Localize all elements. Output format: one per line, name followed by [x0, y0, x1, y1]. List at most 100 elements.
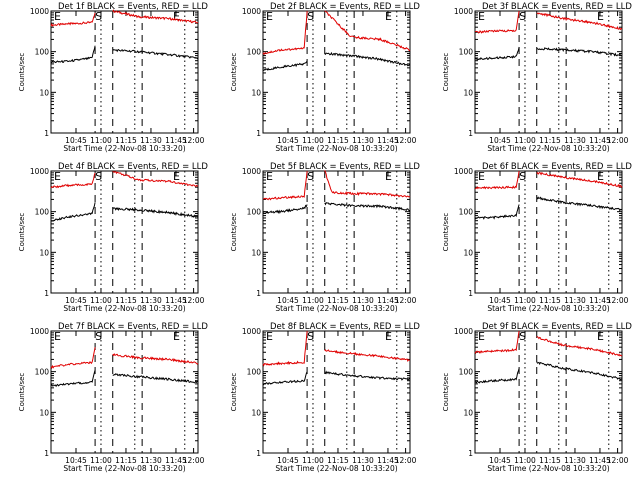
interval-marker: E: [597, 170, 604, 183]
x-tick-label: 12:00: [395, 296, 417, 305]
x-tick-label: 10:45: [489, 296, 511, 305]
series-line-lld: [112, 170, 199, 188]
x-tick-label: 10:45: [65, 296, 87, 305]
series-line-events: [50, 369, 96, 388]
y-tick-label: 1000: [242, 167, 261, 176]
y-tick-label: 1: [468, 129, 473, 138]
chart-title: Det 8f BLACK = Events, RED = LLD: [270, 322, 420, 332]
interval-marker: S: [95, 10, 102, 23]
x-tick-label: 11:45: [589, 296, 611, 305]
x-tick-label: 11:45: [377, 456, 399, 465]
plot-frame: [474, 10, 623, 134]
chart-panel-5: Det 5f BLACK = Events, RED = LLD 1 10 100 10…: [230, 162, 420, 313]
series-line-lld: [262, 170, 308, 201]
interval-marker: E: [385, 170, 392, 183]
y-axis-label: Counts/sec: [230, 373, 238, 412]
chart-title: Det 7f BLACK = Events, RED = LLD: [58, 322, 208, 332]
y-tick-label: 1: [256, 449, 261, 458]
plot-frame: [474, 170, 623, 294]
series-line-events: [262, 371, 308, 386]
y-axis-label: Counts/sec: [442, 373, 450, 412]
y-tick-label: 1000: [242, 327, 261, 336]
series-line-events: [324, 51, 411, 67]
y-tick-label: 1: [468, 449, 473, 458]
y-tick-label: 100: [459, 208, 474, 217]
x-tick-label: 11:00: [302, 456, 324, 465]
x-tick-label: 12:00: [183, 136, 205, 145]
x-axis-label: Start Time (22-Nov-08 10:33:20): [487, 304, 609, 313]
x-tick-label: 11:45: [165, 136, 187, 145]
y-tick-label: 10: [463, 408, 473, 417]
x-tick-label: 11:45: [165, 296, 187, 305]
x-tick-label: 10:45: [277, 136, 299, 145]
interval-marker: S: [307, 330, 314, 343]
plot-frame: [262, 10, 411, 134]
series-line-lld: [112, 9, 199, 24]
interval-marker: S: [307, 10, 314, 23]
series-line-events: [112, 373, 199, 384]
series-line-lld: [50, 347, 96, 370]
y-tick-label: 1: [44, 289, 49, 298]
interval-marker: E: [266, 330, 273, 343]
plot-frame: [262, 170, 411, 294]
x-tick-label: 11:30: [140, 456, 162, 465]
y-tick-label: 10: [463, 88, 473, 97]
chart-panel-8: Det 8f BLACK = Events, RED = LLD 1 10 100 10…: [230, 322, 420, 473]
x-tick-label: 12:00: [607, 296, 629, 305]
x-tick-label: 10:45: [65, 456, 87, 465]
y-tick-label: 1: [44, 449, 49, 458]
x-tick-label: 11:30: [352, 296, 374, 305]
series-line-events: [474, 46, 520, 61]
series-line-lld: [536, 336, 623, 357]
x-tick-label: 11:15: [539, 136, 561, 145]
x-tick-label: 11:00: [302, 136, 324, 145]
series-line-lld: [112, 352, 199, 365]
interval-marker: E: [597, 330, 604, 343]
x-tick-label: 11:15: [327, 136, 349, 145]
chart-panel-2: Det 2f BLACK = Events, RED = LLD 1 10 100 10…: [230, 2, 420, 153]
x-tick-label: 11:30: [564, 456, 586, 465]
y-tick-label: 100: [35, 208, 50, 217]
x-tick-label: 11:00: [90, 136, 112, 145]
x-tick-label: 11:00: [90, 456, 112, 465]
y-tick-label: 1000: [242, 7, 261, 16]
y-axis-label: Counts/sec: [18, 53, 26, 92]
series-line-events: [50, 202, 96, 222]
x-tick-label: 11:15: [539, 296, 561, 305]
chart-title: Det 3f BLACK = Events, RED = LLD: [482, 2, 632, 12]
y-tick-label: 1000: [30, 327, 49, 336]
x-tick-label: 11:15: [115, 296, 137, 305]
x-tick-label: 10:45: [489, 456, 511, 465]
x-tick-label: 11:00: [514, 136, 536, 145]
y-tick-label: 100: [459, 368, 474, 377]
y-tick-label: 100: [247, 368, 262, 377]
series-line-lld: [50, 12, 96, 27]
y-tick-label: 1000: [454, 167, 473, 176]
series-line-events: [324, 370, 411, 381]
y-axis-label: Counts/sec: [18, 213, 26, 252]
interval-marker: E: [266, 170, 273, 183]
series-line-events: [112, 206, 198, 218]
x-tick-label: 12:00: [183, 296, 205, 305]
series-line-lld: [324, 170, 411, 198]
x-tick-label: 12:00: [395, 136, 417, 145]
x-tick-label: 11:30: [140, 136, 162, 145]
series-line-lld: [324, 10, 411, 52]
y-tick-label: 1000: [30, 7, 49, 16]
x-tick-label: 11:45: [377, 296, 399, 305]
x-tick-label: 11:15: [115, 136, 137, 145]
y-tick-label: 10: [251, 408, 261, 417]
x-tick-label: 11:45: [589, 456, 611, 465]
y-axis-label: Counts/sec: [442, 53, 450, 92]
series-line-events: [50, 45, 96, 64]
series-line-lld: [536, 12, 623, 31]
series-line-events: [262, 204, 308, 214]
x-tick-label: 11:30: [564, 296, 586, 305]
x-tick-label: 11:15: [327, 456, 349, 465]
plot-frame: [50, 10, 199, 134]
chart-panel-6: Det 6f BLACK = Events, RED = LLD 1 10 100 10…: [442, 162, 632, 313]
series-line-lld: [474, 330, 520, 355]
x-tick-label: 10:45: [277, 456, 299, 465]
y-tick-label: 100: [459, 48, 474, 57]
